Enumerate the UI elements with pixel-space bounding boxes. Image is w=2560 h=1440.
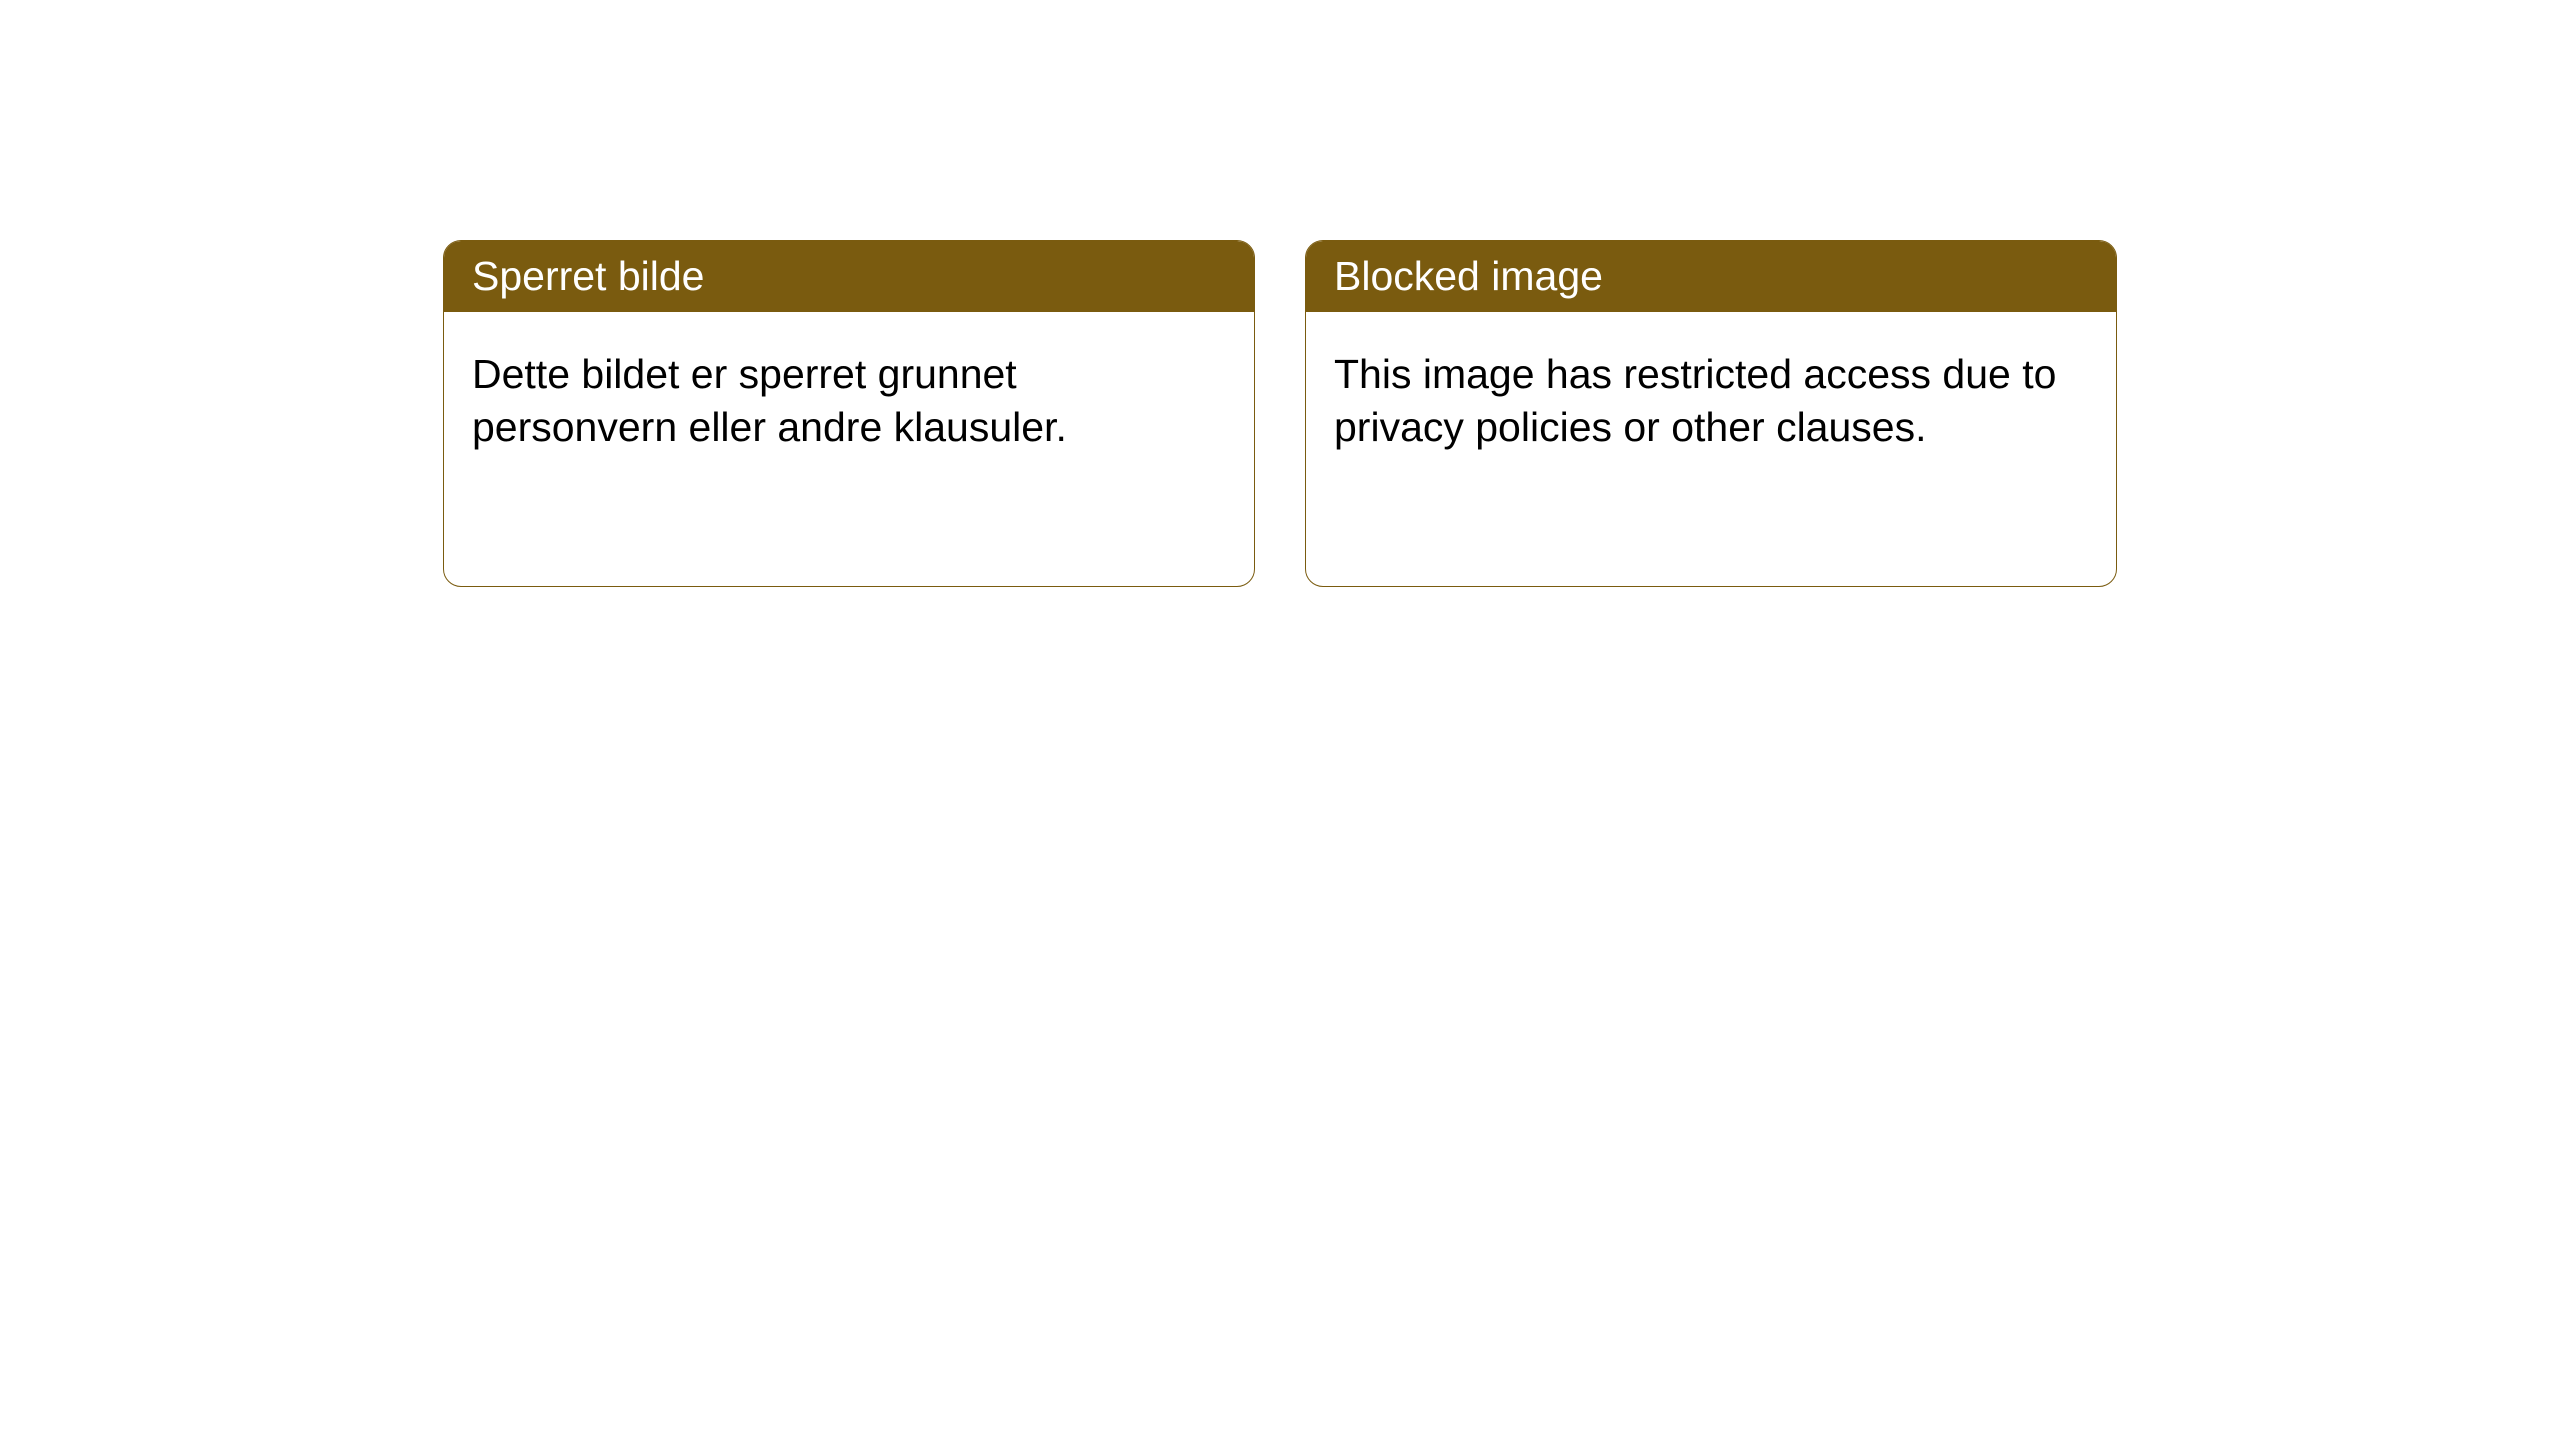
card-header-en: Blocked image bbox=[1306, 241, 2116, 312]
card-title-en: Blocked image bbox=[1334, 253, 1603, 299]
card-title-no: Sperret bilde bbox=[472, 253, 704, 299]
card-body-no: Dette bildet er sperret grunnet personve… bbox=[444, 312, 1254, 586]
card-body-en: This image has restricted access due to … bbox=[1306, 312, 2116, 586]
notice-card-en: Blocked image This image has restricted … bbox=[1305, 240, 2117, 587]
notice-cards-container: Sperret bilde Dette bildet er sperret gr… bbox=[443, 240, 2117, 587]
card-text-no: Dette bildet er sperret grunnet personve… bbox=[472, 351, 1067, 450]
card-header-no: Sperret bilde bbox=[444, 241, 1254, 312]
notice-card-no: Sperret bilde Dette bildet er sperret gr… bbox=[443, 240, 1255, 587]
card-text-en: This image has restricted access due to … bbox=[1334, 351, 2056, 450]
